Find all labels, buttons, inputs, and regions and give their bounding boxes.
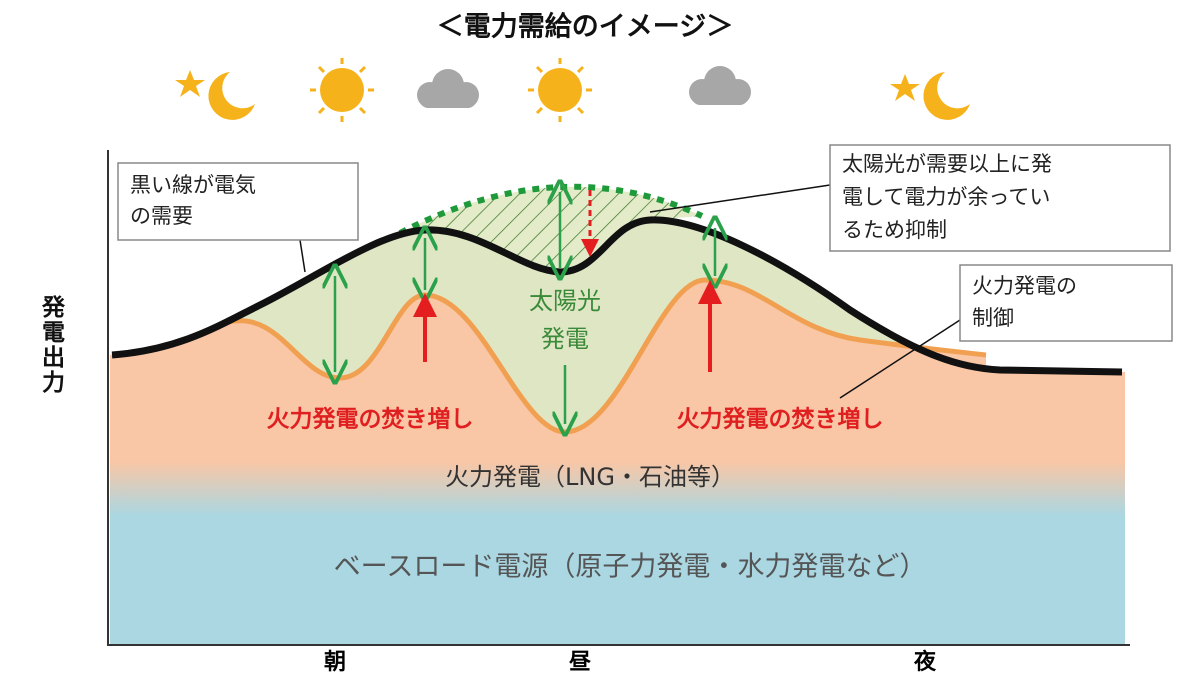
callout-text: るため抑制 xyxy=(842,218,947,242)
title: ＜電力需給のイメージ＞ xyxy=(437,11,733,43)
thermal-area xyxy=(228,280,986,645)
callout-surplus xyxy=(649,144,1171,252)
x-label: 昼 xyxy=(569,650,592,675)
thermal-arrows xyxy=(413,190,722,372)
axes xyxy=(107,150,1130,646)
thermal-label: 火力発電（LNG・石油等） xyxy=(445,463,735,491)
callout-text: 火力発電の xyxy=(972,274,1077,298)
callout-thermal-control xyxy=(839,264,1173,399)
baseload-label: ベースロード電源（原子力発電・水力発電など） xyxy=(334,552,927,583)
weather-icons xyxy=(175,58,970,122)
callout-text: 電して電力が余ってい xyxy=(842,185,1050,209)
thermal-increase-label: 火力発電の焚き増し xyxy=(267,406,474,433)
callout-text: の需要 xyxy=(130,204,193,228)
solar-label: 発電 xyxy=(541,325,589,353)
callout-text: 黒い線が電気 xyxy=(130,173,256,197)
callout-text: 太陽光が需要以上に発 xyxy=(842,152,1052,176)
x-label: 夜 xyxy=(913,649,937,675)
callout-text: 制御 xyxy=(972,306,1014,330)
callout-demand xyxy=(117,162,359,273)
x-label: 朝 xyxy=(324,649,346,675)
y-axis-label: 発電出力 xyxy=(38,295,67,395)
solar-arrows xyxy=(335,192,715,424)
solar-label: 太陽光 xyxy=(529,287,601,315)
solar-potential-curve xyxy=(398,183,704,236)
thermal-increase-label: 火力発電の焚き増し xyxy=(677,406,884,433)
